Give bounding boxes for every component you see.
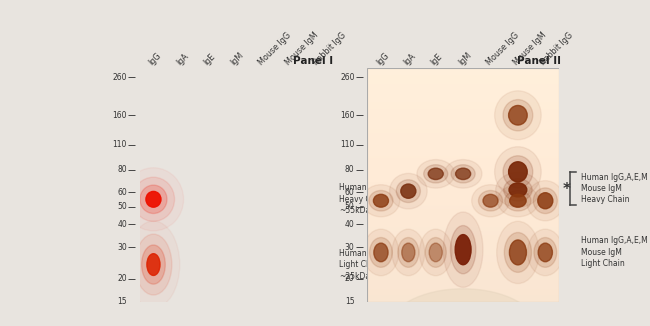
Text: 110: 110 [340,140,354,149]
Text: Human IgG,A,E,M
Mouse IgM
Light Chain: Human IgG,A,E,M Mouse IgM Light Chain [581,236,648,268]
Ellipse shape [503,156,533,188]
Ellipse shape [504,179,532,201]
Text: IgG: IgG [374,51,391,67]
Ellipse shape [429,243,442,262]
Text: 60: 60 [344,188,354,197]
Ellipse shape [483,194,498,207]
Text: Human IgG
Heavy Chain
~55kDa: Human IgG Heavy Chain ~55kDa [339,183,387,215]
Text: 50: 50 [117,202,127,211]
Text: 15: 15 [118,297,127,306]
Ellipse shape [362,185,400,217]
Ellipse shape [503,100,533,131]
Text: *: * [562,182,570,197]
Text: Human IgG,A,E,M
Mouse IgM
Heavy Chain: Human IgG,A,E,M Mouse IgM Heavy Chain [581,172,648,204]
Text: IgA: IgA [402,52,417,67]
Text: Rabbit IgG: Rabbit IgG [539,31,575,67]
Text: 160: 160 [112,111,127,120]
Text: Mouse IgM: Mouse IgM [284,31,320,67]
Ellipse shape [428,168,443,180]
Ellipse shape [445,160,482,188]
Ellipse shape [419,229,452,276]
Text: 40: 40 [344,220,354,229]
Ellipse shape [443,212,483,287]
Ellipse shape [398,238,419,267]
Text: 40: 40 [117,220,127,229]
Ellipse shape [140,185,167,214]
Ellipse shape [508,106,527,125]
Text: IgM: IgM [229,51,246,67]
Ellipse shape [388,289,538,326]
Ellipse shape [533,188,557,214]
Ellipse shape [402,243,415,262]
Ellipse shape [374,243,388,262]
Text: Mouse IgM: Mouse IgM [512,31,548,67]
Ellipse shape [496,172,540,207]
Ellipse shape [534,238,556,267]
Ellipse shape [451,165,475,183]
Ellipse shape [497,185,538,217]
Text: 80: 80 [345,165,354,174]
Ellipse shape [495,91,541,140]
Text: 260: 260 [112,73,127,82]
Ellipse shape [526,181,564,221]
Text: Panel II: Panel II [517,56,561,66]
Ellipse shape [417,160,454,188]
Ellipse shape [135,234,172,295]
Text: 60: 60 [117,188,127,197]
Ellipse shape [142,245,165,284]
Ellipse shape [528,229,563,276]
Ellipse shape [450,226,476,274]
Ellipse shape [497,221,539,284]
Text: 50: 50 [344,202,354,211]
Text: 30: 30 [344,243,354,251]
Text: 160: 160 [340,111,354,120]
Ellipse shape [389,173,427,209]
Text: IgM: IgM [457,51,473,67]
Ellipse shape [133,177,175,221]
Ellipse shape [370,238,393,267]
Ellipse shape [478,190,502,211]
Ellipse shape [509,183,527,197]
Text: 15: 15 [345,297,354,306]
Text: 20: 20 [118,274,127,283]
Text: 20: 20 [345,274,354,283]
Ellipse shape [505,190,531,211]
Ellipse shape [504,232,532,272]
Ellipse shape [456,168,471,180]
Text: Human IgG
Light Chain
~25kDa: Human IgG Light Chain ~25kDa [339,249,383,280]
Text: 110: 110 [112,140,127,149]
Ellipse shape [401,184,416,198]
Text: 80: 80 [118,165,127,174]
Ellipse shape [455,235,471,265]
Text: Panel I: Panel I [293,56,333,66]
Ellipse shape [392,229,424,276]
Ellipse shape [396,180,421,202]
Text: IgE: IgE [430,52,445,67]
Text: IgG: IgG [147,51,163,67]
Ellipse shape [363,229,398,276]
Ellipse shape [538,193,553,209]
Ellipse shape [425,238,447,267]
Text: Mouse IgG: Mouse IgG [484,31,520,67]
Text: Rabbit IgG: Rabbit IgG [311,31,348,67]
Text: 260: 260 [340,73,354,82]
Ellipse shape [510,240,526,265]
Ellipse shape [510,194,526,207]
Ellipse shape [147,254,160,275]
Ellipse shape [146,191,161,207]
Text: IgE: IgE [202,52,217,67]
Ellipse shape [424,165,448,183]
Text: 30: 30 [117,243,127,251]
Ellipse shape [472,185,510,217]
Ellipse shape [538,243,552,262]
Ellipse shape [495,147,541,197]
Text: Mouse IgG: Mouse IgG [257,31,292,67]
Ellipse shape [508,162,527,182]
Ellipse shape [373,194,389,207]
Text: IgA: IgA [174,52,190,67]
Ellipse shape [369,190,393,211]
